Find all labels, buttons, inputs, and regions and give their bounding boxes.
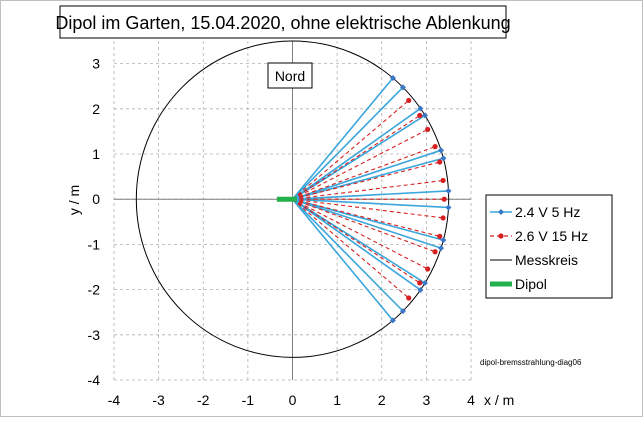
x-tick-label: 2	[378, 392, 386, 408]
series-red-ray	[292, 128, 428, 200]
series-red-marker	[406, 295, 412, 301]
series-blue-ray	[292, 198, 426, 284]
legend-label: Messkreis	[515, 252, 578, 268]
series-blue-ray	[292, 190, 449, 200]
y-tick-label: -2	[88, 282, 101, 298]
series-red-marker	[440, 177, 446, 184]
y-tick-label: -4	[88, 372, 101, 388]
plot-area	[135, 40, 452, 358]
x-tick-label: -4	[108, 392, 121, 408]
north-label-box	[267, 62, 313, 89]
x-tick-label: -2	[197, 392, 210, 408]
y-tick-label: 3	[92, 56, 100, 72]
y-tick-label: -1	[88, 236, 101, 252]
series-red-marker	[417, 280, 423, 286]
title-box	[59, 5, 507, 39]
x-axis-label: x / m	[484, 392, 514, 408]
chart-title: Dipol im Garten, 15.04.2020, ohne elektr…	[55, 13, 510, 33]
series-red-marker	[441, 196, 447, 202]
series-blue-ray	[291, 198, 404, 312]
legend-label: 2.6 V 15 Hz	[515, 228, 588, 244]
legend-marker-red	[498, 233, 504, 239]
series-blue-marker	[445, 204, 452, 211]
legend-label: 2.4 V 5 Hz	[515, 204, 580, 220]
series-red-marker	[417, 112, 423, 119]
north-label: Nord	[275, 68, 305, 84]
y-axis-label: y / m	[66, 185, 82, 215]
series-red-marker	[440, 215, 446, 221]
legend-marker-blue	[498, 209, 504, 215]
x-tick-label: 3	[422, 392, 430, 408]
series-blue-ray	[292, 198, 442, 249]
x-tick-label: 0	[289, 392, 297, 408]
series-red-ray	[292, 198, 410, 299]
series-blue-ray	[291, 86, 404, 200]
series-blue-marker	[417, 286, 424, 293]
y-tick-label: -3	[88, 327, 101, 343]
series-red-ray	[292, 198, 440, 237]
series-blue-marker	[417, 105, 424, 112]
x-tick-label: 1	[333, 392, 341, 408]
series-blue-marker	[438, 245, 445, 252]
series-red-ray	[292, 198, 436, 253]
series-blue-marker	[399, 84, 406, 91]
series-blue-marker	[389, 317, 396, 324]
series-red-ray	[292, 115, 421, 200]
tick-labels: -4 -3 -2 -1 0 1 2 3 4 3 2 1 0 -1 -2 -3 -4	[88, 56, 476, 408]
x-tick-label: -1	[242, 392, 255, 408]
x-tick-label: -3	[152, 392, 165, 408]
footnote: dipol-bremsstrahlung-diag06	[480, 358, 582, 367]
series-blue-ray	[292, 198, 421, 291]
series-red-marker	[432, 144, 438, 150]
series-red-ray	[292, 161, 440, 200]
series-red-ray	[292, 198, 444, 219]
series-blue-ray	[292, 114, 426, 200]
series-red-marker	[425, 126, 431, 133]
series-blue-ray	[292, 149, 442, 200]
series-blue-ray	[291, 198, 394, 321]
series-blue-marker	[445, 187, 452, 194]
series-blue-marker	[389, 75, 396, 82]
series-blue-marker	[421, 280, 428, 287]
x-tick-label: 4	[467, 392, 475, 408]
series-blue-ray	[292, 198, 449, 209]
series-blue-marker	[440, 237, 447, 244]
series-blue-ray	[291, 77, 394, 200]
series-red-marker	[437, 233, 443, 239]
series-blue-marker	[440, 155, 447, 162]
series-red-marker	[432, 249, 438, 255]
series-blue-marker	[421, 112, 428, 119]
y-tick-label: 1	[92, 146, 100, 162]
series-red-ray	[292, 198, 421, 284]
series-red-marker	[425, 266, 431, 272]
series-blue-ray	[292, 198, 444, 241]
series-blue-marker	[399, 308, 406, 315]
legend-label: Dipol	[515, 276, 547, 292]
series-blue-ray	[292, 157, 444, 200]
messkreis-circle	[135, 40, 450, 358]
y-tick-label: 2	[92, 101, 100, 117]
legend: 2.4 V 5 Hz 2.6 V 15 Hz Messkreis Dipol	[485, 194, 613, 299]
series-red-ray	[292, 179, 444, 200]
series-red-marker	[437, 159, 443, 165]
y-tick-label: 0	[92, 191, 100, 207]
series-red-ray	[292, 146, 436, 200]
series-blue-marker	[438, 147, 445, 154]
series-red-ray	[292, 99, 410, 200]
series-blue-ray	[292, 107, 421, 200]
series-red-marker	[406, 97, 412, 104]
series-red-ray	[292, 198, 428, 270]
